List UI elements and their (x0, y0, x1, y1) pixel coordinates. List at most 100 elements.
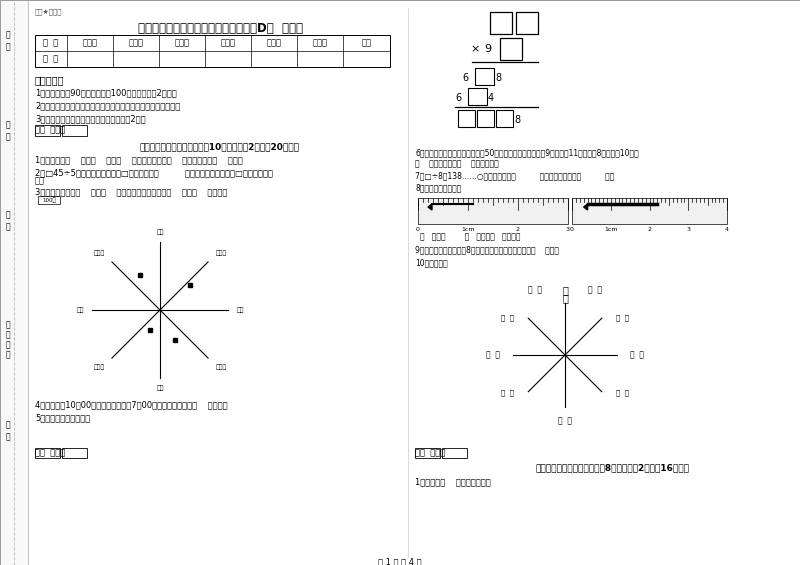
Text: 4: 4 (488, 93, 494, 103)
Text: 撕: 撕 (6, 330, 10, 339)
Text: 得分  评卷人: 得分 评卷人 (35, 125, 66, 134)
Bar (62, 448, 87, 458)
Text: 小红家: 小红家 (94, 250, 105, 256)
Text: 8: 8 (514, 115, 520, 125)
Polygon shape (428, 204, 432, 210)
Text: 号: 号 (6, 42, 10, 51)
Text: 级: 级 (6, 132, 10, 141)
Bar (35, 448, 60, 458)
Text: 2、请首先按要求在试卷的指定位置填写您的姓名、班级、学号。: 2、请首先按要求在试卷的指定位置填写您的姓名、班级、学号。 (35, 101, 180, 110)
Text: 计算题: 计算题 (221, 38, 235, 47)
Text: 1cm: 1cm (604, 227, 618, 232)
Bar (418, 198, 568, 224)
Text: 得分  评卷人: 得分 评卷人 (35, 448, 66, 457)
Text: （  ）: （ ） (528, 285, 542, 294)
Text: （: （ (6, 320, 10, 329)
Bar (442, 448, 467, 458)
Text: 东方: 东方 (236, 307, 244, 313)
Text: ）: ） (6, 350, 10, 359)
Bar (475, 68, 494, 85)
Bar (500, 38, 522, 60)
Text: 得  分: 得 分 (43, 54, 58, 63)
Text: 第 1 页 共 4 页: 第 1 页 共 4 页 (378, 557, 422, 565)
Text: ×: × (470, 44, 480, 54)
Text: 4、小林晚上10：00睡觉，第二天早上7：00起床，他一共睡了（    ）小时。: 4、小林晚上10：00睡觉，第二天早上7：00起床，他一共睡了（ ）小时。 (35, 400, 228, 409)
Text: 6: 6 (462, 73, 468, 83)
Bar (496, 110, 513, 127)
Text: 题  号: 题 号 (43, 38, 58, 47)
Text: 题图★自用图: 题图★自用图 (35, 8, 62, 15)
Text: （    ）跑得最快，（    ）跑得最慢。: （ ）跑得最快，（ ）跑得最慢。 (415, 159, 498, 168)
Text: 总分: 总分 (362, 38, 371, 47)
Text: 7、□÷8＝138……○，余数最大填（          ），这时被除数是（          ）。: 7、□÷8＝138……○，余数最大填（ ），这时被除数是（ ）。 (415, 171, 614, 180)
Text: （  ）: （ ） (501, 389, 514, 396)
Bar (62, 125, 87, 136)
Text: 2: 2 (516, 227, 520, 232)
Text: 9、小明从一楼到三楼用8秒，照这样他从一楼到五楼用（    ）秒。: 9、小明从一楼到三楼用8秒，照这样他从一楼到五楼用（ ）秒。 (415, 245, 559, 254)
Text: 1、四边形（    ）平行四边形。: 1、四边形（ ）平行四边形。 (415, 477, 490, 486)
Text: （  ）: （ ） (558, 416, 572, 425)
Bar (0, 0, 28, 565)
Text: 2: 2 (647, 227, 651, 232)
Bar (490, 12, 512, 34)
Text: 一、用心思考，正确填空（共10小题，每题2分，共20分）。: 一、用心思考，正确填空（共10小题，每题2分，共20分）。 (140, 142, 300, 151)
Text: 6、体育老师对第一小组同学进行50米跑测试，成绩如下小红9秒，小丽11秒，小明8秒，小军10秒。: 6、体育老师对第一小组同学进行50米跑测试，成绩如下小红9秒，小丽11秒，小明8… (415, 148, 638, 157)
Text: 西方: 西方 (76, 307, 84, 313)
Text: 1、你出生于（    ）年（    ）月（    ）日，第一年是（    ）年，全年有（    ）天。: 1、你出生于（ ）年（ ）月（ ）日，第一年是（ ）年，全年有（ ）天。 (35, 155, 242, 164)
Text: 综合题: 综合题 (266, 38, 282, 47)
Bar (468, 88, 487, 105)
Text: 3: 3 (686, 227, 690, 232)
Text: 姓: 姓 (6, 210, 10, 219)
Text: 8: 8 (495, 73, 501, 83)
Text: 1cm: 1cm (462, 227, 474, 232)
Text: 北方: 北方 (156, 229, 164, 235)
Polygon shape (584, 204, 588, 210)
Text: 1、考试时间：90分钟，满分为100分（含卷面分2分）。: 1、考试时间：90分钟，满分为100分（含卷面分2分）。 (35, 88, 177, 97)
Text: 南方: 南方 (156, 385, 164, 391)
Text: 二、反复比较，慎重选择（共8小题，每题2分，共16分）。: 二、反复比较，慎重选择（共8小题，每题2分，共16分）。 (536, 463, 690, 472)
Bar (572, 198, 727, 224)
Text: （  ）: （ ） (616, 389, 629, 396)
Text: 填空题: 填空题 (82, 38, 98, 47)
Text: （  ）: （ ） (588, 285, 602, 294)
Text: 应用题: 应用题 (313, 38, 327, 47)
Text: 0: 0 (570, 227, 574, 232)
Text: 校: 校 (6, 432, 10, 441)
Text: 4: 4 (725, 227, 729, 232)
Text: （  ）: （ ） (486, 350, 500, 359)
Text: 班: 班 (6, 120, 10, 129)
Bar (458, 110, 475, 127)
Text: 2、□45÷5，要使商是两位数，□里最大可填（          ）；要使商是三位数，□里最小应填（: 2、□45÷5，要使商是两位数，□里最大可填（ ）；要使商是三位数，□里最小应填… (35, 168, 273, 177)
Text: 小丽家: 小丽家 (215, 364, 226, 370)
Text: 北: 北 (562, 293, 568, 303)
Text: 6: 6 (455, 93, 461, 103)
Text: （  ）: （ ） (616, 314, 629, 321)
Text: 名: 名 (6, 222, 10, 231)
Text: 小华家: 小华家 (94, 364, 105, 370)
Text: 9: 9 (485, 44, 491, 54)
Text: 3: 3 (566, 227, 570, 232)
Text: 得分  评卷人: 得分 评卷人 (415, 448, 446, 457)
Text: 10、填一填。: 10、填一填。 (415, 258, 448, 267)
Text: 长春版三年级数学下学期开学检测试题D卷  附解析: 长春版三年级数学下学期开学检测试题D卷 附解析 (138, 22, 302, 35)
Text: 5、在里填上适当的数。: 5、在里填上适当的数。 (35, 413, 90, 422)
Bar (477, 110, 494, 127)
Text: 选择题: 选择题 (129, 38, 143, 47)
Text: 小明家: 小明家 (215, 250, 226, 256)
Bar (35, 35, 390, 67)
Text: （   ）毫米        （   ）厘米（   ）毫米。: （ ）毫米 （ ）厘米（ ）毫米。 (420, 232, 521, 241)
Text: ）。: ）。 (35, 176, 45, 185)
Text: 3、不要在试卷上乱写乱画，卷面不整洁扣2分。: 3、不要在试卷上乱写乱画，卷面不整洁扣2分。 (35, 114, 146, 123)
Bar (415, 448, 440, 458)
Bar (516, 12, 538, 34)
Bar (35, 125, 60, 136)
Text: 北: 北 (562, 285, 568, 295)
Text: 3、小红家在学校（    ）方（    ）米处；小明家在学校（    ）方（    ）米处。: 3、小红家在学校（ ）方（ ）米处；小明家在学校（ ）方（ ）米处。 (35, 187, 227, 196)
Text: 0: 0 (416, 227, 420, 232)
Text: （  ）: （ ） (630, 350, 644, 359)
Text: 线: 线 (6, 340, 10, 349)
Text: 学: 学 (6, 420, 10, 429)
Text: 学: 学 (6, 30, 10, 39)
Text: 考试须知：: 考试须知： (35, 75, 64, 85)
Text: 判断题: 判断题 (174, 38, 190, 47)
